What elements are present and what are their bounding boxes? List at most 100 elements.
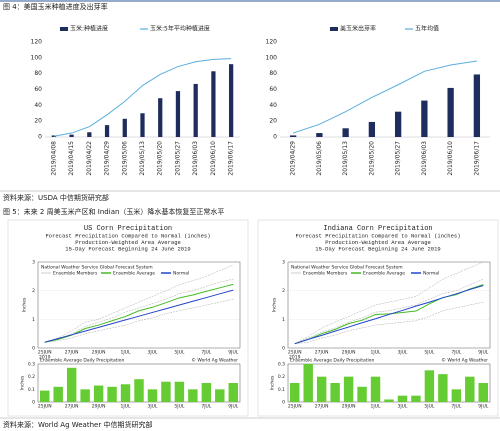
x-tick-label: 27JUN [315,404,329,410]
panel-subtitle: Forecast Precipitation Compared to Norma… [45,232,210,239]
legend-label: Normal [173,271,189,277]
panel-title: Ensemble Average Daily Precipitation [40,358,124,364]
data-line [53,58,232,137]
x-tick-label: 25JUN [288,350,302,356]
y-tick-label: 0 [32,400,35,406]
bar [80,389,90,402]
x-tick-label: 29JUN [342,404,356,410]
x-tick-label: 3JUL [147,404,157,410]
x-tick-label: 2019/05/06 [121,141,128,176]
y-tick-label: 1 [282,317,285,323]
legend-label: Ensemble Members [53,271,98,277]
bar [473,74,481,137]
bar [368,121,376,137]
bar [465,376,475,402]
panel-subtitle: Production-Weighted Area Average [325,239,431,246]
bar [438,374,448,402]
y-tick-label: 20 [269,118,277,125]
legend-label: 五年均值 [415,25,439,33]
bar [394,111,402,137]
x-tick-label: 9JUL [228,404,238,410]
y-tick-label: 20 [34,118,42,125]
x-tick-label: 2019/04/22 [86,141,93,176]
x-tick-label: 7JUL [201,350,211,356]
data-line [294,285,484,345]
bar [228,383,238,402]
x-tick-label: 25JUN [38,404,52,410]
data-line [294,301,484,344]
x-tick-label: 1JUL [121,350,131,356]
bar [478,383,488,402]
y-tick-label: 0 [273,134,277,141]
x-tick-label: 2019/05/06 [316,141,323,176]
x-tick-label: 9JUL [228,350,238,356]
x-tick-label: 5JUL [424,350,434,356]
y-tick-label: 60 [269,86,277,93]
data-line [44,299,234,343]
y-axis-label: Inches [20,375,26,390]
x-tick-label: 7JUL [451,404,461,410]
x-tick-label: 27JUN [65,404,79,410]
data-line [44,283,234,343]
panel-title: Ensemble Average Daily Precipitation [290,358,374,364]
bar [53,386,63,402]
y-tick-label: 0.3 [28,362,35,368]
bar [175,91,181,137]
bar [120,384,131,402]
data-line [44,264,234,343]
y-tick-label: 60 [34,86,42,93]
y-tick-label: 80 [269,70,277,77]
panel-credit: © World Ag Weather [441,357,488,364]
data-line [294,261,484,344]
y-tick-label: 120 [266,39,278,46]
bar [51,135,56,137]
x-tick-label: 1JUL [121,404,131,410]
y-tick-label: 40 [269,102,277,109]
bar [69,134,74,137]
bar [140,113,145,137]
x-tick-label: 2019/05/20 [368,141,375,176]
x-tick-label: 2019/04/15 [68,141,75,176]
bar [384,399,394,402]
x-tick-label: 2019/05/27 [395,141,402,176]
x-tick-label: 25JUN [38,350,52,356]
y-tick-label: 0.1 [278,387,285,393]
y-tick-label: 0.3 [278,362,285,368]
bar [289,135,297,137]
x-tick-label: 2019/06/03 [192,141,199,176]
panel-subtitle: Production-Weighted Area Average [75,239,181,246]
legend-label: Ensemble Average [363,271,405,277]
x-tick-label: 29JUN [92,350,106,356]
data-line [44,278,234,343]
figure-title: 图 5：未来 2 周美玉米产区和 Indian（玉米）降水基本恢复至正常水平 [3,207,224,216]
bar [104,125,110,137]
bar [211,71,216,137]
bar [158,98,163,137]
y-tick-label: 0.2 [278,374,285,380]
x-tick-label: 2019/06/10 [447,141,454,176]
y-tick-label: 2 [282,288,285,294]
x-tick-label: 2019/06/03 [421,141,428,176]
x-tick-label: 27JUN [315,350,329,356]
y-tick-label: 120 [31,39,43,46]
x-tick-label: 25JUN [288,404,302,410]
bar [40,390,50,402]
x-tick-label: 2019/05/27 [174,141,181,176]
bar [122,118,127,137]
legend-swatch [60,27,68,31]
legend-label: Normal [423,271,439,277]
source: 资料来源：World Ag Weather 中信期货研究部 [3,420,152,429]
bar [161,381,171,402]
y-tick-label: 3 [32,260,35,266]
legend-swatch [330,27,338,31]
data-line [294,278,484,344]
y-axis-label: Inches [22,297,28,312]
x-tick-label: 9JUL [478,404,488,410]
bar [357,386,367,402]
legend-label: Ensemble Members [303,271,348,277]
bar [188,389,198,402]
y-tick-label: 0 [38,134,42,141]
x-tick-label: 27JUN [65,350,79,356]
x-tick-label: 3JUL [397,350,407,356]
bar [447,87,454,137]
